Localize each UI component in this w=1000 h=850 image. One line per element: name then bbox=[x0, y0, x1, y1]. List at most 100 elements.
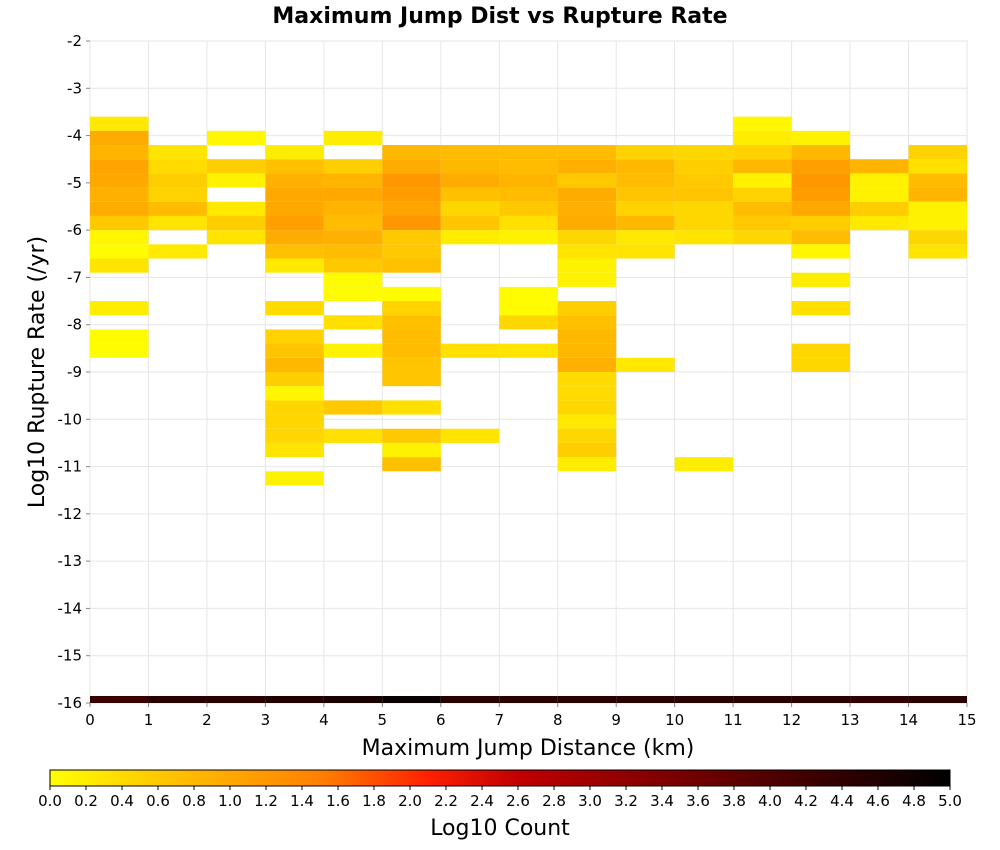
heatmap-cell bbox=[616, 159, 675, 174]
heatmap-cell bbox=[440, 173, 500, 188]
heatmap-cell bbox=[382, 159, 441, 174]
heatmap-cells bbox=[90, 116, 967, 486]
heatmap-cell bbox=[323, 215, 383, 231]
heatmap-cell bbox=[791, 230, 851, 245]
heatmap-cell bbox=[206, 201, 266, 216]
heatmap-cell bbox=[382, 428, 441, 443]
heatmap-cell bbox=[90, 343, 149, 358]
colorbar-tick-label: 4.2 bbox=[794, 792, 818, 810]
heatmap-cell bbox=[557, 187, 617, 202]
colorbar-tick-label: 1.4 bbox=[290, 792, 314, 810]
heatmap-cell bbox=[265, 173, 324, 188]
y-tick-label: -13 bbox=[58, 552, 83, 570]
y-tick-label: -6 bbox=[67, 221, 82, 239]
colorbar-tick-label: 3.0 bbox=[578, 792, 602, 810]
heatmap-cell bbox=[791, 173, 851, 188]
colorbar-tick-label: 4.4 bbox=[830, 792, 854, 810]
heatmap-cell bbox=[265, 400, 324, 415]
heatmap-cell bbox=[382, 286, 441, 302]
heatmap-cell bbox=[323, 258, 383, 273]
heatmap-cell bbox=[557, 343, 617, 358]
heatmap-cell bbox=[323, 315, 383, 330]
marginal-bar bbox=[90, 696, 967, 703]
heatmap-cell bbox=[499, 215, 558, 231]
heatmap-cell bbox=[791, 244, 851, 259]
heatmap-cell bbox=[265, 244, 324, 259]
colorbar-tick-label: 2.4 bbox=[470, 792, 494, 810]
heatmap-cell bbox=[265, 471, 324, 486]
heatmap-cell bbox=[323, 173, 383, 188]
heatmap-cell bbox=[323, 428, 383, 443]
colorbar-tick-label: 1.6 bbox=[326, 792, 350, 810]
heatmap-cell bbox=[674, 201, 734, 216]
heatmap-cell bbox=[323, 244, 383, 259]
marginal-cell bbox=[148, 696, 207, 703]
marginal-cell bbox=[206, 696, 266, 703]
heatmap-cell bbox=[850, 159, 909, 174]
heatmap-cell bbox=[557, 159, 617, 174]
heatmap-cell bbox=[850, 173, 909, 188]
heatmap-cell bbox=[90, 187, 149, 202]
x-tick-label: 4 bbox=[319, 711, 329, 729]
heatmap-cell bbox=[499, 159, 558, 174]
x-tick-label: 9 bbox=[611, 711, 621, 729]
heatmap-cell bbox=[148, 215, 207, 231]
colorbar-label: Log10 Count bbox=[430, 816, 570, 841]
heatmap-cell bbox=[733, 173, 792, 188]
heatmap-cell bbox=[206, 130, 266, 146]
heatmap-cell bbox=[148, 244, 207, 259]
heatmap-cell bbox=[440, 159, 500, 174]
heatmap-cell bbox=[616, 357, 675, 372]
heatmap-cell bbox=[382, 145, 441, 160]
colorbar-tick-label: 2.6 bbox=[506, 792, 530, 810]
y-tick-label: -11 bbox=[58, 458, 83, 476]
heatmap-cell bbox=[382, 343, 441, 358]
marginal-cell bbox=[440, 696, 500, 703]
heatmap-cell bbox=[557, 386, 617, 401]
heatmap-cell bbox=[557, 357, 617, 372]
heatmap-cell bbox=[733, 145, 792, 160]
heatmap-cell bbox=[382, 457, 441, 472]
y-axis-label: Log10 Rupture Rate (/yr) bbox=[25, 236, 50, 508]
colorbar-tick-label: 0.6 bbox=[146, 792, 170, 810]
heatmap-cell bbox=[557, 442, 617, 458]
heatmap-cell bbox=[382, 357, 441, 372]
heatmap-cell bbox=[440, 230, 500, 245]
heatmap-cell bbox=[323, 159, 383, 174]
marginal-cell bbox=[557, 696, 617, 703]
y-tick-label: -14 bbox=[58, 599, 83, 617]
x-tick-label: 11 bbox=[724, 711, 743, 729]
heatmap-cell bbox=[557, 230, 617, 245]
marginal-cell bbox=[616, 696, 675, 703]
marginal-cell bbox=[791, 696, 851, 703]
colorbar-tick-label: 4.6 bbox=[866, 792, 890, 810]
heatmap-cell bbox=[733, 230, 792, 245]
heatmap-cell bbox=[265, 187, 324, 202]
heatmap-cell bbox=[440, 201, 500, 216]
colorbar-tick-label: 1.2 bbox=[254, 792, 278, 810]
heatmap-cell bbox=[791, 272, 851, 287]
heatmap-cell bbox=[323, 286, 383, 302]
heatmap-cell bbox=[908, 215, 967, 231]
y-tick-label: -16 bbox=[58, 694, 83, 712]
heatmap-cell bbox=[616, 187, 675, 202]
heatmap-cell bbox=[440, 428, 500, 443]
marginal-cell bbox=[499, 696, 558, 703]
heatmap-cell bbox=[557, 414, 617, 429]
heatmap-cell bbox=[791, 130, 851, 146]
heatmap-cell bbox=[791, 215, 851, 231]
heatmap-cell bbox=[557, 145, 617, 160]
x-tick-label: 1 bbox=[144, 711, 154, 729]
heatmap-cell bbox=[791, 187, 851, 202]
heatmap-cell bbox=[616, 173, 675, 188]
x-tick-label: 0 bbox=[85, 711, 95, 729]
x-tick-label: 14 bbox=[899, 711, 918, 729]
heatmap-cell bbox=[499, 173, 558, 188]
colorbar-ticks: 0.0 0.2 0.4 0.6 0.8 1.0 1.2 1.4 1.6 1.8 2.0 2.2 2.4 2… bbox=[38, 786, 962, 810]
colorbar bbox=[49, 769, 951, 787]
heatmap-cell bbox=[382, 315, 441, 330]
heatmap-cell bbox=[323, 201, 383, 216]
heatmap-cell bbox=[382, 173, 441, 188]
heatmap-cell bbox=[382, 215, 441, 231]
